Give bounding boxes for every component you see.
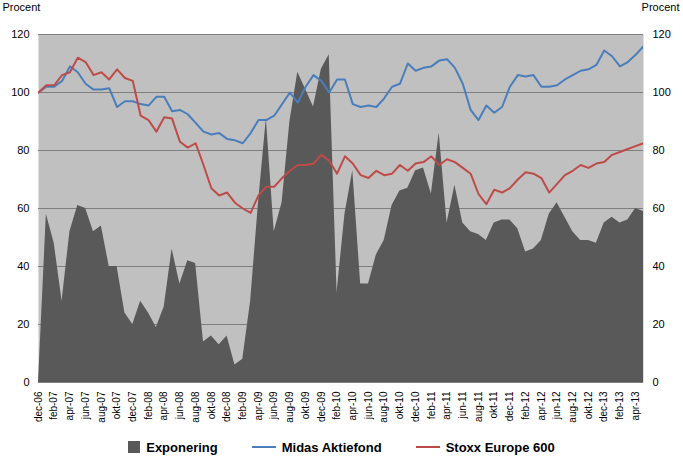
svg-text:120: 120	[11, 28, 29, 40]
svg-text:feb-11: feb-11	[426, 391, 437, 419]
svg-text:okt-12: okt-12	[583, 391, 594, 419]
svg-text:80: 80	[17, 144, 29, 156]
html-text:Exponering: Exponering	[146, 439, 218, 455]
svg-text:apr-07: apr-07	[64, 391, 75, 420]
svg-text:jun-08: jun-08	[174, 391, 185, 420]
svg-text:jun-10: jun-10	[363, 391, 374, 420]
svg-text:jun-12: jun-12	[551, 391, 562, 420]
svg-text:100: 100	[11, 86, 29, 98]
svg-text:feb-13: feb-13	[614, 391, 625, 420]
svg-text:80: 80	[653, 144, 665, 156]
html-text:Stoxx Europe 600: Stoxx Europe 600	[445, 439, 555, 455]
svg-text:aug-11: aug-11	[473, 391, 484, 422]
svg-text:aug-10: aug-10	[378, 391, 389, 423]
svg-text:feb-09: feb-09	[237, 391, 248, 420]
svg-text:dec-09: dec-09	[316, 391, 327, 422]
svg-text:60: 60	[653, 202, 665, 214]
svg-text:okt-07: okt-07	[111, 391, 122, 419]
svg-text:40: 40	[17, 260, 29, 272]
svg-text:dec-13: dec-13	[598, 391, 609, 422]
svg-text:100: 100	[653, 86, 671, 98]
svg-text:Procent: Procent	[642, 1, 680, 13]
svg-text:20: 20	[653, 318, 665, 330]
svg-text:feb-10: feb-10	[331, 391, 342, 420]
svg-text:40: 40	[653, 260, 665, 272]
svg-text:apr-12: apr-12	[536, 391, 547, 420]
svg-text:okt-11: okt-11	[488, 391, 499, 418]
svg-text:jun-11: jun-11	[457, 391, 468, 419]
svg-text:okt-08: okt-08	[206, 391, 217, 419]
svg-text:20: 20	[17, 318, 29, 330]
svg-text:aug-09: aug-09	[284, 391, 295, 423]
svg-text:jun-07: jun-07	[80, 391, 91, 420]
svg-text:dec-11: dec-11	[504, 391, 515, 421]
html-text:Midas Aktiefond: Midas Aktiefond	[281, 439, 382, 455]
svg-text:dec-06: dec-06	[33, 391, 44, 422]
svg-text:0: 0	[653, 376, 659, 388]
svg-text:feb-12: feb-12	[520, 391, 531, 420]
svg-text:feb-07: feb-07	[48, 391, 59, 420]
svg-text:Procent: Procent	[3, 1, 41, 13]
svg-text:aug-12: aug-12	[567, 391, 578, 423]
svg-text:apr-13: apr-13	[630, 391, 641, 420]
svg-text:apr-08: apr-08	[158, 391, 169, 420]
svg-text:0: 0	[23, 376, 29, 388]
svg-text:okt-10: okt-10	[394, 391, 405, 419]
svg-text:120: 120	[653, 28, 671, 40]
svg-text:dec-08: dec-08	[221, 391, 232, 422]
svg-text:okt-09: okt-09	[300, 391, 311, 419]
svg-text:apr-11: apr-11	[441, 391, 452, 420]
svg-text:dec-07: dec-07	[127, 391, 138, 422]
svg-text:apr-09: apr-09	[253, 391, 264, 420]
svg-text:60: 60	[17, 202, 29, 214]
svg-text:feb-08: feb-08	[143, 391, 154, 420]
svg-text:dec-10: dec-10	[410, 391, 421, 422]
svg-text:aug-08: aug-08	[190, 391, 201, 423]
svg-text:aug-07: aug-07	[96, 391, 107, 423]
svg-text:apr-10: apr-10	[347, 391, 358, 420]
svg-text:jun-09: jun-09	[268, 391, 279, 420]
